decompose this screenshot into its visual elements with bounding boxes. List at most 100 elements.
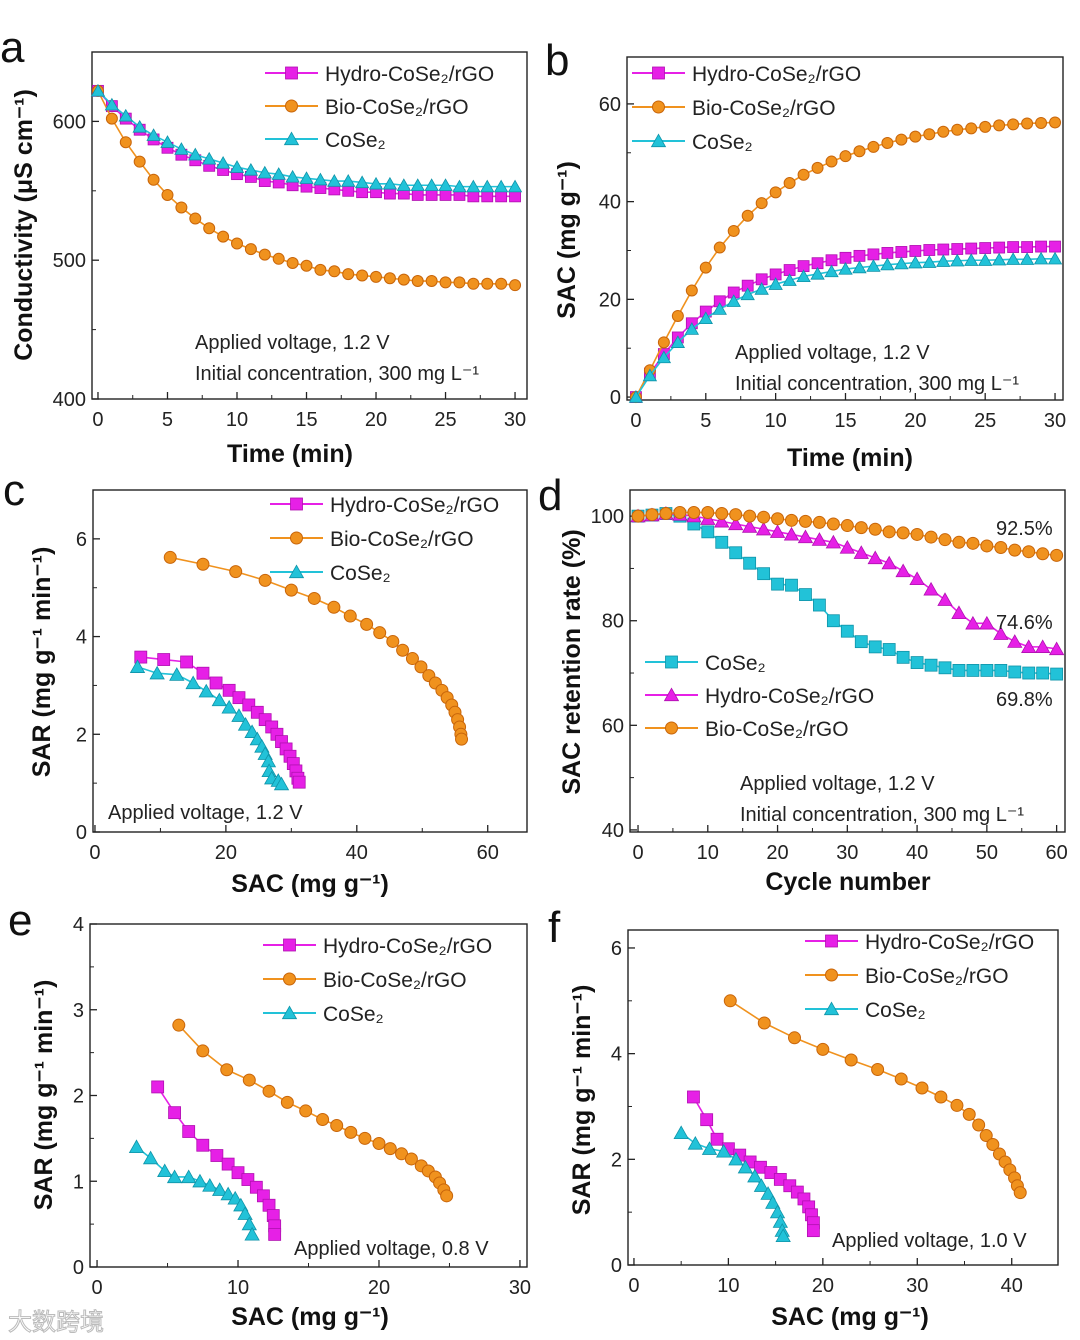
data-point-cose2 [368, 176, 384, 190]
y-tick-label: 4 [73, 914, 84, 936]
data-point-cose2 [687, 1135, 704, 1150]
x-tick-label: 60 [1046, 842, 1068, 864]
data-point-hydro [1035, 240, 1047, 253]
data-point-bio [105, 112, 118, 125]
data-point-cose2 [754, 282, 769, 295]
legend-marker [283, 972, 296, 986]
data-point-bio [405, 652, 419, 666]
data-point-bio [972, 1118, 986, 1132]
legend-item-bio: Bio-CoSe₂/rGO [632, 97, 836, 120]
data-point-cose2 [880, 257, 895, 271]
data-point-cose2 [452, 179, 467, 193]
data-point-cose2 [656, 350, 672, 364]
data-point-cose2 [1005, 252, 1021, 265]
data-point-cose2 [938, 661, 952, 675]
x-tick-label: 40 [1001, 1275, 1023, 1297]
data-point-bio [962, 1107, 976, 1121]
data-point-cose2 [771, 577, 784, 591]
x-tick-label: 10 [697, 842, 719, 864]
data-point-bio [244, 243, 257, 256]
series-cose2 [628, 251, 1063, 403]
legend-item-bio: Bio-CoSe₂/rGO [645, 718, 849, 741]
data-point-hydro [196, 666, 210, 680]
data-point-cose2 [765, 1195, 781, 1209]
x-tick-label: 0 [632, 842, 643, 864]
legend-label: CoSe₂ [692, 131, 753, 154]
data-point-hydro [937, 592, 953, 606]
data-point-hydro [895, 246, 908, 258]
panel-c: c 0 20 40 60 0 2 4 6 SAC (mg g⁻¹) SAR (mg g⁻¹ min⁻… [3, 466, 528, 898]
panel-letter: c [3, 466, 25, 515]
series-bio [172, 1018, 454, 1203]
data-point-cose2 [493, 179, 509, 193]
data-point-hydro [853, 545, 869, 559]
annotation: Initial concentration, 300 mg L⁻¹ [735, 373, 1019, 395]
data-point-bio [163, 550, 177, 564]
data-point-hydro [783, 526, 800, 541]
data-point-bio [161, 188, 174, 201]
data-point-bio [757, 510, 771, 524]
data-point-bio [673, 505, 687, 519]
data-point-bio [659, 507, 673, 521]
data-point-bio [950, 1098, 964, 1112]
data-point-cose2 [202, 151, 217, 165]
data-point-cose2 [438, 178, 453, 191]
data-point-cose2 [1008, 665, 1022, 679]
y-tick-label: 40 [602, 820, 624, 842]
legend-label: Bio-CoSe₂/rGO [705, 718, 849, 741]
panel-d: d 0 10 20 30 40 50 60 40 60 80 100 Cycle number SAC r… [538, 471, 1068, 896]
x-tick-label: 20 [766, 842, 788, 864]
data-point-bio [242, 1073, 256, 1087]
x-tick-label: 10 [226, 409, 248, 431]
x-axis-title: Time (min) [787, 444, 913, 472]
x-tick-label: 30 [836, 842, 858, 864]
data-point-hydro [853, 249, 866, 262]
data-point-bio [467, 277, 480, 290]
legend-item-cose2: CoSe₂ [265, 129, 386, 152]
series-hydro [687, 1090, 820, 1238]
annotation: Applied voltage, 1.0 V [832, 1230, 1027, 1252]
data-point-hydro [728, 516, 744, 531]
data-point-cose2 [852, 260, 867, 274]
data-point-hydro [951, 605, 967, 619]
data-point-hydro [222, 683, 236, 697]
data-point-cose2 [769, 1204, 786, 1219]
data-point-bio [701, 505, 715, 519]
y-tick-label: 6 [611, 938, 622, 960]
data-point-bio [687, 505, 701, 519]
y-tick-label: 40 [599, 192, 621, 214]
data-point-hydro [881, 555, 897, 570]
data-point-cose2 [737, 1159, 754, 1174]
legend-item-hydro: Hydro-CoSe₂/rGO [632, 63, 861, 86]
legend-label: CoSe₂ [705, 652, 766, 675]
data-point-hydro [425, 189, 438, 201]
data-point-bio [743, 509, 757, 523]
data-point-cose2 [166, 1169, 183, 1184]
data-point-hydro [867, 550, 883, 565]
x-tick-label: 0 [92, 409, 103, 431]
data-point-cose2 [157, 1163, 173, 1178]
data-point-cose2 [243, 162, 259, 176]
data-point-bio [299, 1104, 313, 1118]
data-point-hydro [797, 529, 814, 544]
legend-marker [290, 531, 303, 545]
data-point-bio [924, 530, 938, 544]
x-tick-label: 15 [834, 410, 856, 432]
x-tick-label: 60 [477, 842, 499, 864]
legend-item-hydro: Hydro-CoSe₂/rGO [263, 935, 492, 958]
data-point-bio [826, 517, 840, 531]
data-point-cose2 [244, 724, 260, 738]
data-point-cose2 [118, 108, 133, 122]
panel-letter: e [8, 896, 32, 945]
data-point-cose2 [701, 525, 715, 539]
data-point-bio [741, 209, 754, 222]
data-point-cose2 [215, 156, 231, 169]
data-point-hydro [923, 244, 936, 256]
data-point-bio [966, 536, 980, 550]
y-tick-label: 1 [73, 1171, 84, 1193]
data-point-hydro [168, 1106, 181, 1120]
data-point-bio [286, 256, 299, 269]
data-point-cose2 [192, 1173, 208, 1188]
data-point-bio [328, 265, 341, 278]
legend-marker [283, 938, 296, 952]
